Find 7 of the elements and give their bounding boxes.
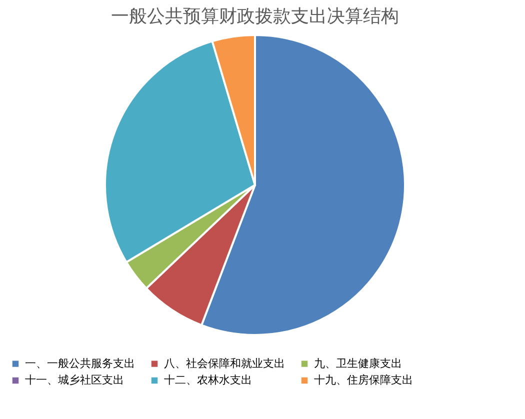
legend-label: 一、一般公共服务支出 xyxy=(25,356,135,370)
legend-label: 八、社会保障和就业支出 xyxy=(164,356,285,370)
legend-label: 十一、城乡社区支出 xyxy=(25,374,124,386)
legend-label: 十二、农林水支出 xyxy=(164,374,252,386)
chart-title: 一般公共预算财政拨款支出决算结构 xyxy=(111,6,399,27)
legend-label: 十九、住房保障支出 xyxy=(314,374,413,386)
legend-label: 九、卫生健康支出 xyxy=(314,356,402,370)
